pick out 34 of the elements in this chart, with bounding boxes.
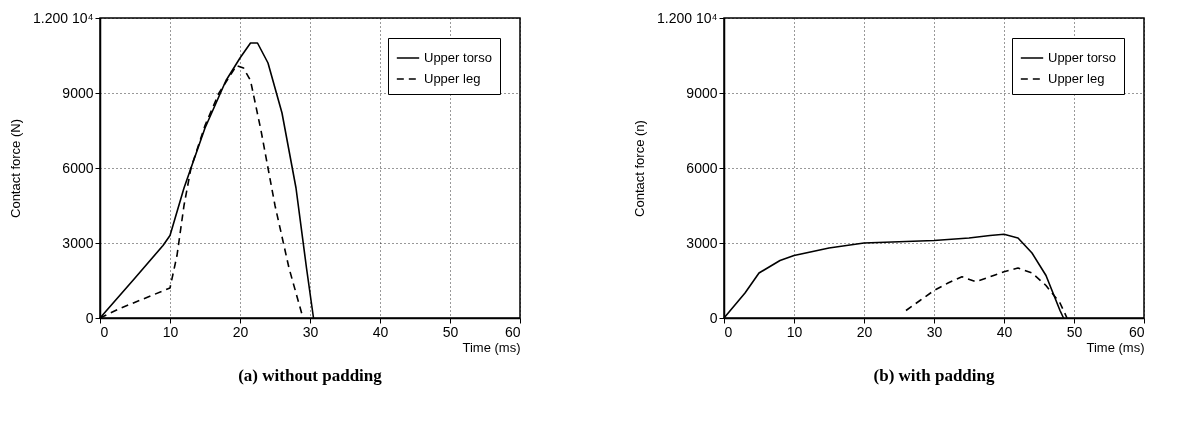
y-tick-label: 1.200 10⁴ <box>32 9 94 26</box>
legend-label: Upper torso <box>1048 50 1116 65</box>
x-tick-label: 50 <box>442 323 459 340</box>
y-tick-label: 1.200 10⁴ <box>656 9 718 26</box>
y-tick-label: 9000 <box>62 84 94 101</box>
y-tick-label: 6000 <box>686 159 718 176</box>
legend-label: Upper leg <box>424 71 481 86</box>
x-tick-label: 30 <box>926 323 943 340</box>
y-tick-label: 3000 <box>62 234 94 251</box>
x-axis-title: Time (ms) <box>462 339 521 355</box>
x-tick-label: 40 <box>372 323 389 340</box>
y-tick-label: 6000 <box>62 159 94 176</box>
y-tick-label: 0 <box>85 309 94 326</box>
x-tick-label: 20 <box>856 323 873 340</box>
x-tick-label: 0 <box>100 323 109 340</box>
legend-label: Upper leg <box>1048 71 1105 86</box>
text: (b) with padding <box>873 366 995 385</box>
x-tick-label: 20 <box>232 323 249 340</box>
legend-label: Upper torso <box>424 50 492 65</box>
x-tick-label: 60 <box>504 323 521 340</box>
x-tick-label: 10 <box>162 323 179 340</box>
x-tick-label: 30 <box>302 323 319 340</box>
x-tick-label: 10 <box>786 323 803 340</box>
y-axis-title: Contact force (N) <box>7 119 23 218</box>
x-axis-title: Time (ms) <box>1086 339 1145 355</box>
x-tick-label: 60 <box>1128 323 1145 340</box>
y-tick-label: 9000 <box>686 84 718 101</box>
text: (a) without padding <box>238 366 383 385</box>
y-tick-label: 0 <box>709 309 718 326</box>
x-tick-label: 0 <box>724 323 733 340</box>
y-tick-label: 3000 <box>686 234 718 251</box>
x-tick-label: 50 <box>1066 323 1083 340</box>
x-tick-label: 40 <box>996 323 1013 340</box>
y-axis-title: Contact force (n) <box>631 120 647 217</box>
